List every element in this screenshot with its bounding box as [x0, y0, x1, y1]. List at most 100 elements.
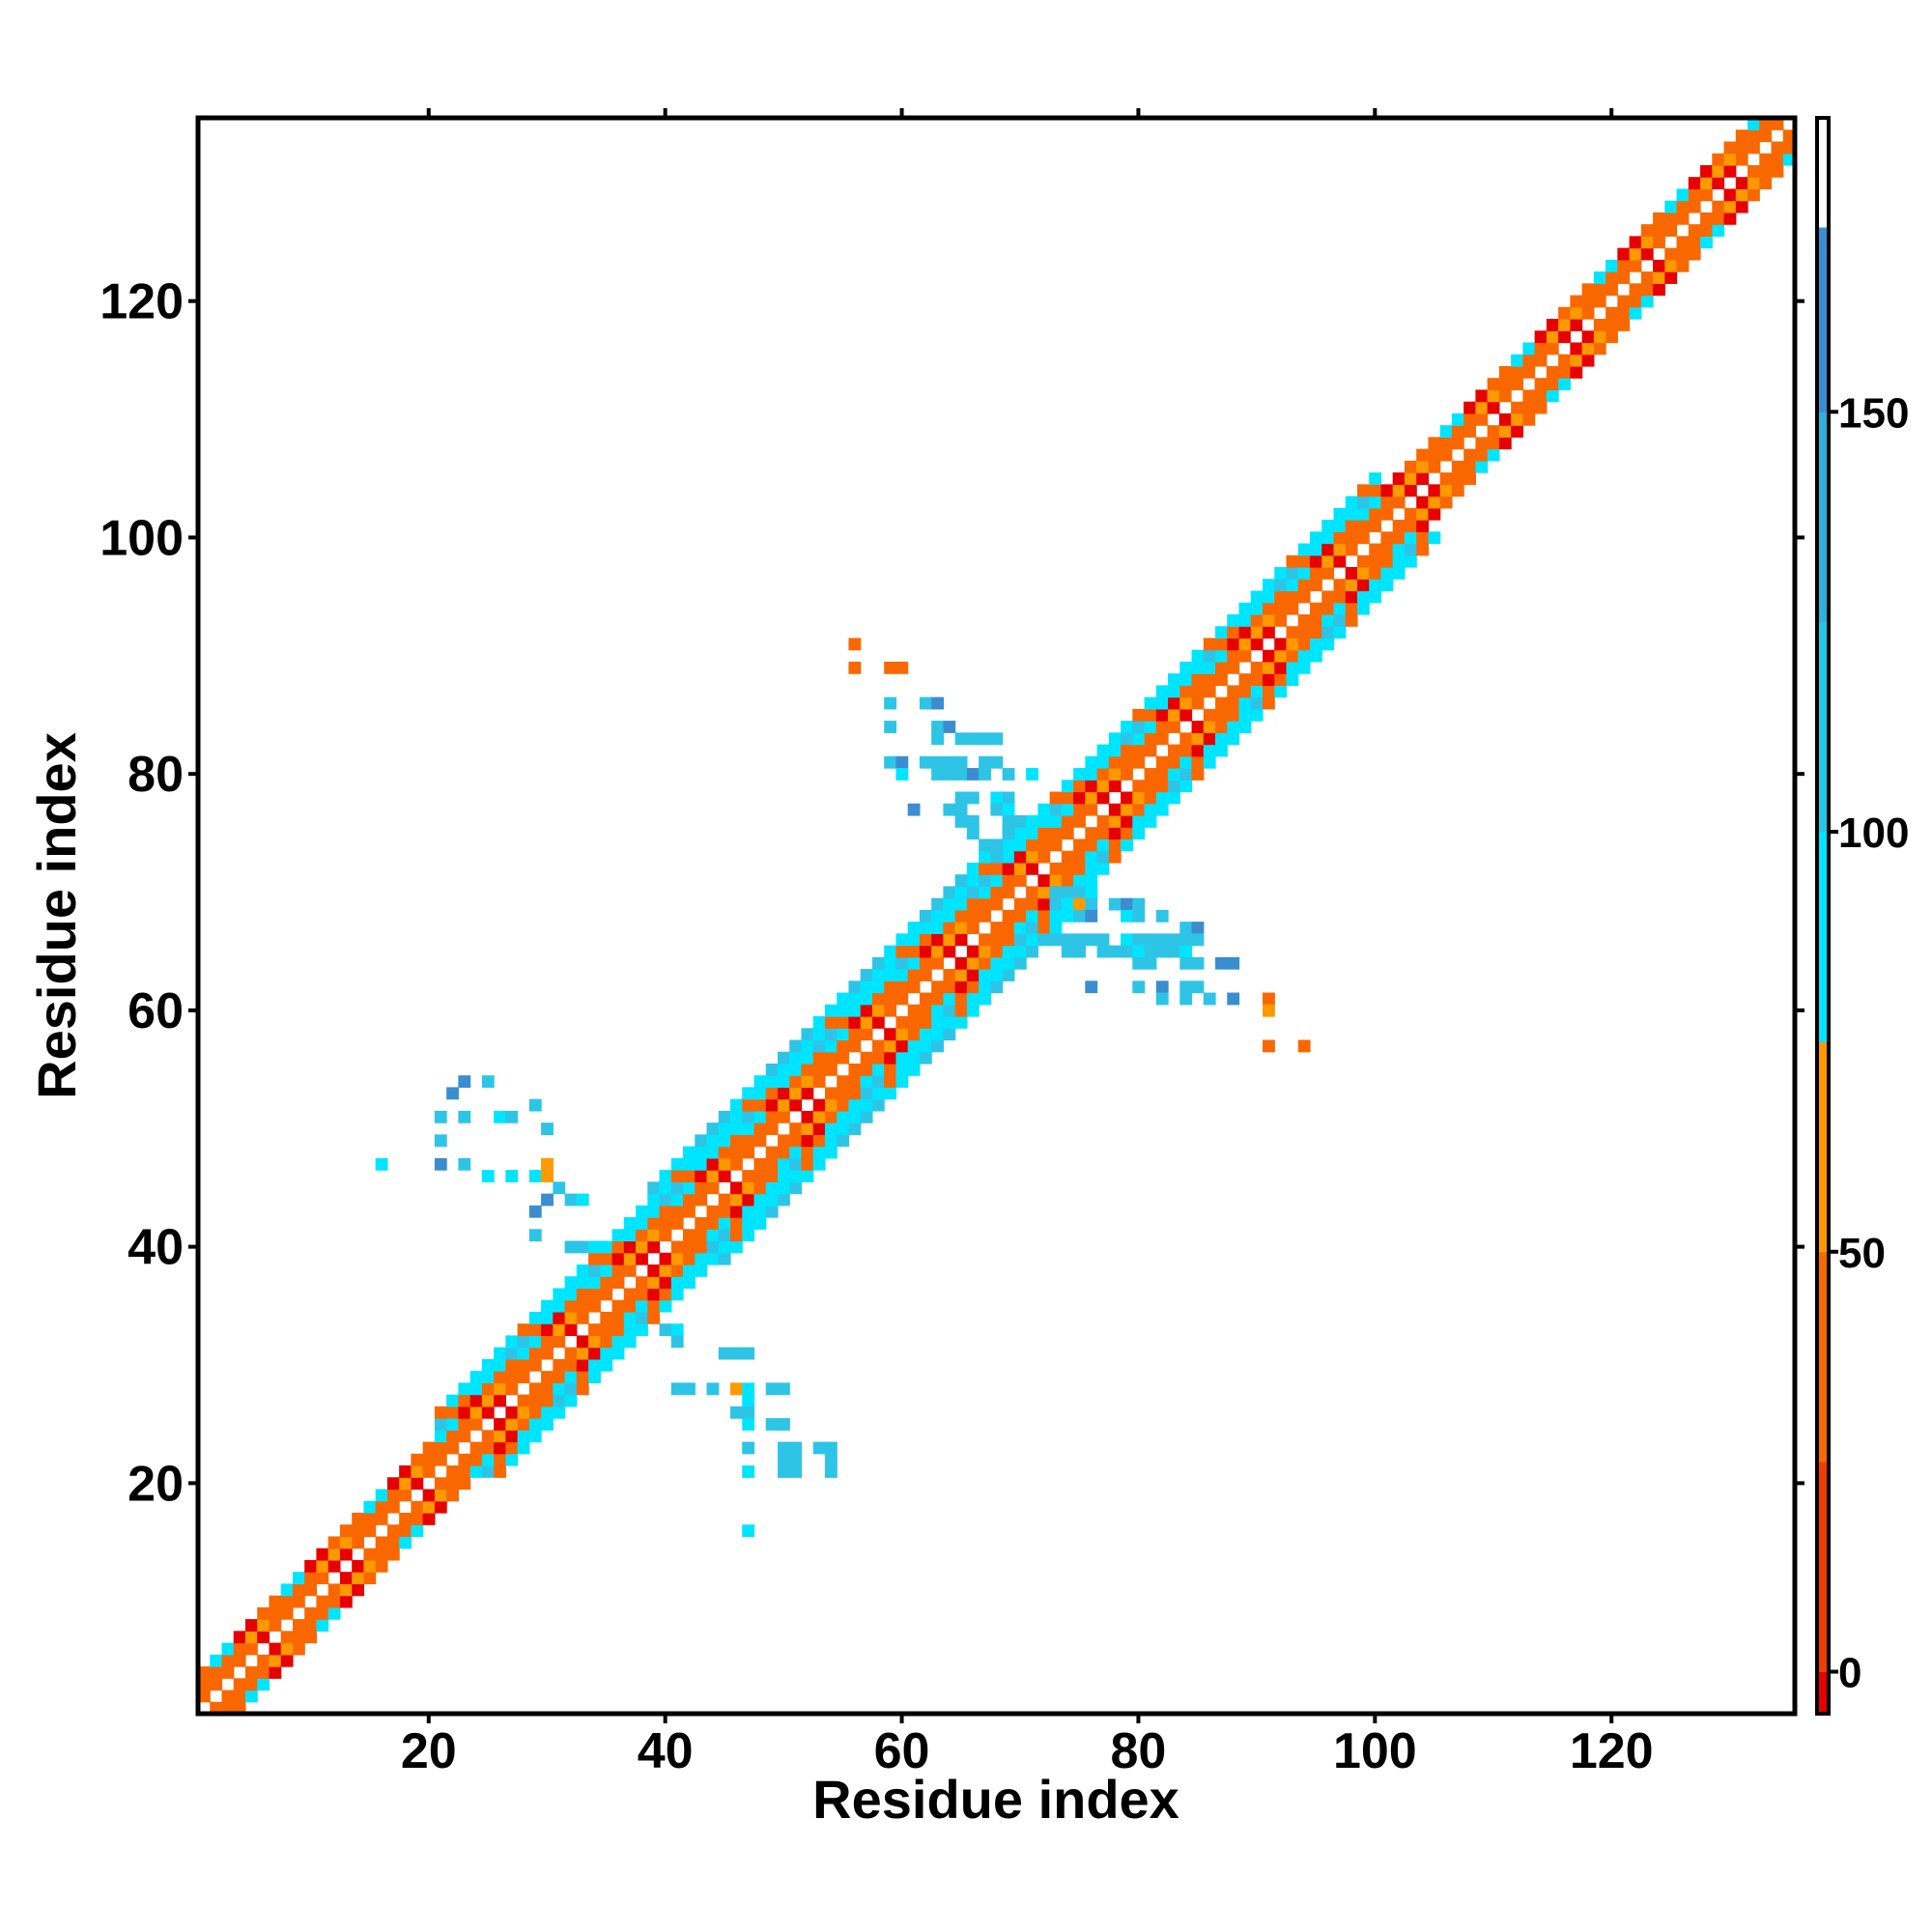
heatmap-cell	[1274, 685, 1288, 698]
heatmap-cell	[1629, 306, 1642, 320]
heatmap-cell	[1026, 922, 1038, 934]
heatmap-cell	[753, 1170, 767, 1182]
heatmap-cell	[871, 1004, 885, 1017]
heatmap-cell	[1309, 602, 1322, 615]
heatmap-cell	[1250, 661, 1264, 674]
heatmap-cell	[884, 1028, 897, 1041]
heatmap-cell	[1297, 567, 1311, 580]
heatmap-cell	[1049, 909, 1063, 923]
top-axis-ticks	[426, 108, 1614, 118]
heatmap-cell	[777, 1134, 790, 1148]
colorbar-tick-label: 50	[1838, 1230, 1886, 1277]
heatmap-cells	[198, 118, 1796, 1715]
heatmap-cell	[316, 1548, 329, 1561]
heatmap-cell	[375, 1500, 388, 1514]
heatmap-cell	[1558, 319, 1571, 331]
heatmap-cell	[777, 1441, 790, 1455]
heatmap-cell	[1013, 850, 1027, 864]
heatmap-cell	[528, 1347, 542, 1360]
heatmap-cell	[233, 1690, 246, 1703]
heatmap-cell	[1605, 271, 1618, 284]
heatmap-cell	[659, 1170, 672, 1182]
heatmap-cell	[765, 1170, 779, 1182]
heatmap-cell	[623, 1264, 637, 1277]
heatmap-cell	[528, 1394, 542, 1407]
x-tick-label: 120	[1570, 1723, 1654, 1779]
heatmap-cell	[446, 1489, 459, 1502]
heatmap-cell	[966, 862, 980, 875]
heatmap-cell	[1274, 661, 1288, 674]
heatmap-cell	[375, 1489, 388, 1502]
heatmap-cell	[860, 1063, 873, 1076]
heatmap-cell	[812, 1051, 826, 1065]
heatmap-cell	[1416, 448, 1430, 462]
heatmap-cell	[221, 1690, 235, 1703]
heatmap-cell	[1451, 425, 1464, 438]
heatmap-cell	[1037, 838, 1051, 852]
heatmap-cell	[528, 1170, 542, 1182]
heatmap-cell	[895, 1051, 909, 1065]
heatmap-cell	[990, 945, 1004, 958]
heatmap-cell	[564, 1299, 578, 1313]
heatmap-cell	[576, 1288, 589, 1301]
heatmap-cell	[1096, 838, 1110, 852]
heatmap-cell	[647, 1311, 661, 1324]
heatmap-cell	[1155, 980, 1169, 994]
heatmap-cell	[777, 1382, 790, 1396]
heatmap-cell	[1144, 933, 1157, 947]
heatmap-cell	[1309, 626, 1322, 639]
heatmap-cell	[1286, 638, 1299, 651]
heatmap-cell	[979, 969, 991, 981]
heatmap-cell	[600, 1276, 613, 1290]
heatmap-cell	[1263, 696, 1275, 710]
heatmap-cell	[1534, 342, 1548, 355]
heatmap-cell	[257, 1606, 270, 1620]
heatmap-cell	[1487, 389, 1500, 403]
heatmap-cell	[269, 1619, 282, 1632]
heatmap-cell	[411, 1477, 424, 1491]
heatmap-cell	[1735, 153, 1748, 166]
heatmap-cell	[1570, 365, 1583, 379]
heatmap-cell	[1416, 460, 1430, 473]
heatmap-cell	[1345, 531, 1358, 545]
heatmap-cell	[943, 897, 956, 911]
heatmap-cell	[386, 1477, 400, 1491]
heatmap-cell	[458, 1465, 471, 1478]
heatmap-cell	[1049, 814, 1063, 828]
heatmap-cell	[1168, 696, 1180, 710]
heatmap-cell	[801, 1110, 814, 1123]
heatmap-cell	[1250, 626, 1264, 639]
heatmap-cell	[1487, 378, 1500, 391]
colorbar-ticks: 0 50 100 150	[1829, 389, 1909, 1697]
heatmap-cell	[1144, 803, 1157, 816]
heatmap-cell	[1369, 496, 1382, 509]
heatmap-cell	[1121, 814, 1133, 828]
heatmap-cell	[541, 1170, 554, 1182]
heatmap-cell	[1735, 129, 1748, 143]
heatmap-cell	[777, 1193, 790, 1207]
heatmap-cell	[528, 1098, 542, 1112]
heatmap-cell	[1263, 579, 1275, 592]
heatmap-cell	[1096, 744, 1110, 757]
heatmap-cell	[1688, 177, 1701, 190]
heatmap-cell	[765, 1087, 779, 1100]
heatmap-cell	[765, 1110, 779, 1123]
heatmap-cell	[966, 827, 980, 840]
heatmap-cell	[1380, 543, 1394, 556]
heatmap-cell	[233, 1631, 246, 1644]
heatmap-cell	[446, 1477, 459, 1491]
heatmap-cell	[1511, 378, 1523, 391]
heatmap-cell	[1037, 827, 1051, 840]
heatmap-cell	[481, 1394, 495, 1407]
colorbar-tick-label: 0	[1838, 1650, 1861, 1697]
heatmap-cell	[742, 1193, 755, 1207]
heatmap-cell	[304, 1572, 318, 1584]
heatmap-cell	[647, 1276, 661, 1290]
heatmap-cell	[824, 1016, 838, 1029]
heatmap-cell	[919, 909, 932, 923]
heatmap-cell	[1263, 613, 1275, 627]
heatmap-cell	[541, 1122, 554, 1135]
heatmap-cell	[1356, 567, 1370, 580]
heatmap-cell	[244, 1631, 258, 1644]
heatmap-cell	[1179, 922, 1193, 934]
